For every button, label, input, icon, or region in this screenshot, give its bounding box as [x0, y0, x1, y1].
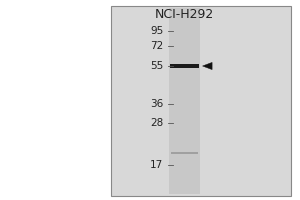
- Text: 28: 28: [150, 118, 164, 128]
- Bar: [169, 8, 200, 194]
- Text: NCI-H292: NCI-H292: [155, 8, 214, 21]
- Text: 95: 95: [150, 26, 164, 36]
- Bar: [170, 64, 199, 68]
- Text: 17: 17: [150, 160, 164, 170]
- Text: 72: 72: [150, 41, 164, 51]
- Text: 36: 36: [150, 99, 164, 109]
- Bar: [111, 6, 291, 196]
- Polygon shape: [202, 62, 212, 70]
- Text: 55: 55: [150, 61, 164, 71]
- Bar: [171, 152, 198, 154]
